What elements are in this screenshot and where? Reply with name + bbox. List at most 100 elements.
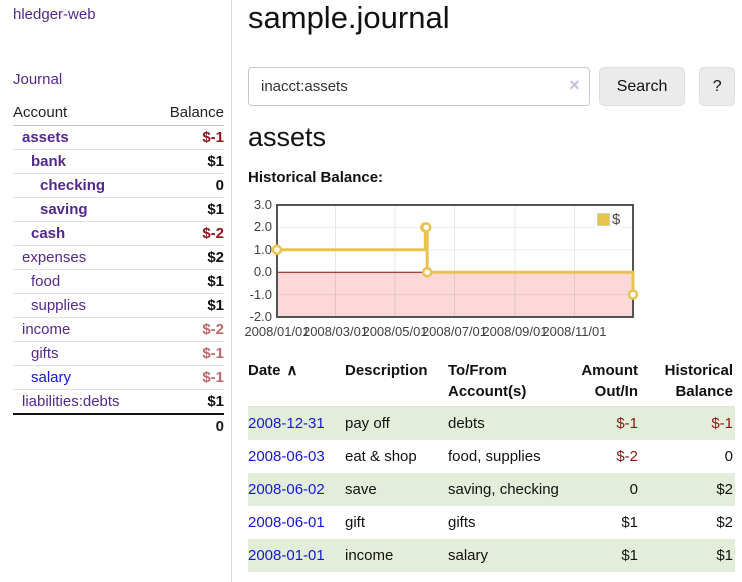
search-input[interactable] <box>248 67 590 106</box>
transaction-date-link[interactable]: 2008-12-31 <box>248 415 325 432</box>
account-row: checking 0 <box>13 173 224 198</box>
sidebar-account-link-saving[interactable]: saving <box>40 201 88 218</box>
account-balance: $1 <box>152 293 224 318</box>
account-row: assets $-1 <box>13 125 224 150</box>
chart-legend: $ <box>595 210 623 229</box>
account-row: bank $1 <box>13 149 224 174</box>
y-axis-tick-label: 2.0 <box>253 219 272 235</box>
transaction-balance: $2 <box>716 514 733 531</box>
account-balance: $1 <box>152 389 224 415</box>
register-row[interactable]: 2008-06-03 eat & shop food, supplies $-2 0 <box>248 440 735 473</box>
register-header-row: Date ∧ Description To/From Account(s) Amo… <box>248 358 735 407</box>
account-balance: 0 <box>152 173 224 198</box>
sidebar-account-link-expenses[interactable]: expenses <box>22 249 87 266</box>
sidebar-account-link-checking[interactable]: checking <box>40 177 106 194</box>
accounts-table: Account Balance assets $-1 bank $1 checking 0… <box>13 101 224 438</box>
y-axis-tick-label: 0.0 <box>253 264 272 280</box>
legend-label: $ <box>612 211 621 228</box>
register-col-date[interactable]: Date ∧ <box>248 358 345 407</box>
search-form: × Search ? <box>248 67 735 106</box>
register-col-amount[interactable]: Amount Out/In <box>568 358 648 407</box>
transaction-accounts: gifts <box>448 514 476 531</box>
page-title: sample.journal <box>248 0 450 35</box>
accounts-col-balance: Balance <box>152 101 224 126</box>
sidebar-account-link-bank[interactable]: bank <box>31 153 67 170</box>
search-button[interactable]: Search <box>598 67 686 106</box>
accounts-col-account: Account <box>13 101 153 126</box>
transaction-date-link[interactable]: 2008-06-01 <box>248 514 325 531</box>
transaction-amount: $-1 <box>616 415 638 432</box>
account-balance: $-2 <box>152 317 224 342</box>
accounts-total-row: 0 <box>13 413 224 438</box>
accounts-header-row: Account Balance <box>13 101 224 126</box>
register-col-accounts[interactable]: To/From Account(s) <box>448 358 568 407</box>
x-axis-tick-label: 2008/05/01 <box>362 324 428 339</box>
sidebar-account-link-salary[interactable]: salary <box>31 369 72 386</box>
main-content: sample.journal × Search ? assets Histori… <box>244 0 735 582</box>
transaction-description: pay off <box>345 415 390 432</box>
register-col-description[interactable]: Description <box>345 358 448 407</box>
transaction-date-link[interactable]: 2008-06-02 <box>248 481 325 498</box>
transaction-description: save <box>345 481 377 498</box>
sidebar-item-journal[interactable]: Journal <box>13 71 63 88</box>
clear-search-icon[interactable]: × <box>569 75 580 95</box>
x-axis-tick-label: 2008/01/01 <box>244 324 310 339</box>
account-balance: $1 <box>152 269 224 294</box>
sidebar-account-link-food[interactable]: food <box>31 273 61 290</box>
sidebar-account-link-income[interactable]: income <box>22 321 71 338</box>
account-heading: assets <box>248 122 327 152</box>
account-row: gifts $-1 <box>13 341 224 366</box>
transaction-amount: $1 <box>621 514 638 531</box>
account-row: supplies $1 <box>13 293 224 318</box>
transaction-date-link[interactable]: 2008-01-01 <box>248 547 325 564</box>
sidebar-account-link-assets[interactable]: assets <box>22 129 69 146</box>
register-row[interactable]: 2008-06-02 save saving, checking 0 $2 <box>248 473 735 506</box>
account-row: income $-2 <box>13 317 224 342</box>
brand-link[interactable]: hledger-web <box>13 6 96 23</box>
transaction-balance: 0 <box>724 448 733 465</box>
account-row: expenses $2 <box>13 245 224 270</box>
x-axis-tick-label: 2008/03/01 <box>302 324 369 339</box>
account-row: salary $-1 <box>13 365 224 390</box>
sidebar-account-link-gifts[interactable]: gifts <box>31 345 59 362</box>
transaction-balance: $1 <box>716 547 733 564</box>
transaction-amount: 0 <box>629 481 638 498</box>
chart-title: Historical Balance: <box>248 169 384 186</box>
account-row: saving $1 <box>13 197 224 222</box>
transaction-description: gift <box>345 514 366 531</box>
transaction-amount: $1 <box>621 547 638 564</box>
transaction-amount: $-2 <box>616 448 638 465</box>
register-row[interactable]: 2008-12-31 pay off debts $-1 $-1 <box>248 406 735 440</box>
transaction-description: eat & shop <box>345 448 417 465</box>
account-balance: $-1 <box>152 365 224 390</box>
sidebar: hledger-web Journal Account Balance asse… <box>0 0 232 582</box>
account-balance: $-2 <box>152 221 224 246</box>
y-axis-tick-label: 1.0 <box>253 241 272 257</box>
transaction-accounts: debts <box>448 415 485 432</box>
transaction-accounts: food, supplies <box>448 448 541 465</box>
transaction-accounts: saving, checking <box>448 481 559 498</box>
chart-canvas <box>271 204 639 318</box>
account-row: cash $-2 <box>13 221 224 246</box>
y-axis-tick-label: -2.0 <box>249 309 272 324</box>
search-box: × <box>248 67 590 106</box>
account-row: food $1 <box>13 269 224 294</box>
transaction-balance: $-1 <box>711 415 733 432</box>
sidebar-account-link-cash[interactable]: cash <box>31 225 66 242</box>
accounts-total-value: 0 <box>152 413 224 438</box>
sidebar-account-link-supplies[interactable]: supplies <box>31 297 87 314</box>
transaction-date-link[interactable]: 2008-06-03 <box>248 448 325 465</box>
sidebar-account-link-liabilities-debts[interactable]: liabilities:debts <box>22 393 120 410</box>
register-row[interactable]: 2008-01-01 income salary $1 $1 <box>248 539 735 572</box>
register-col-balance[interactable]: Historical Balance <box>648 358 735 407</box>
help-button[interactable]: ? <box>699 67 735 106</box>
transaction-balance: $2 <box>716 481 733 498</box>
account-balance: $-1 <box>152 125 224 150</box>
account-balance: $1 <box>152 149 224 174</box>
account-balance: $2 <box>152 245 224 270</box>
historical-balance-chart: 3.0 2.0 1.0 0.0 -1.0 -2.0 2008/01/01 2008/03/01… <box>244 197 665 347</box>
sort-asc-icon: ∧ <box>286 362 298 379</box>
account-balance: $-1 <box>152 341 224 366</box>
register-row[interactable]: 2008-06-01 gift gifts $1 $2 <box>248 506 735 539</box>
x-axis-tick-label: 2008/11/01 <box>542 324 607 339</box>
